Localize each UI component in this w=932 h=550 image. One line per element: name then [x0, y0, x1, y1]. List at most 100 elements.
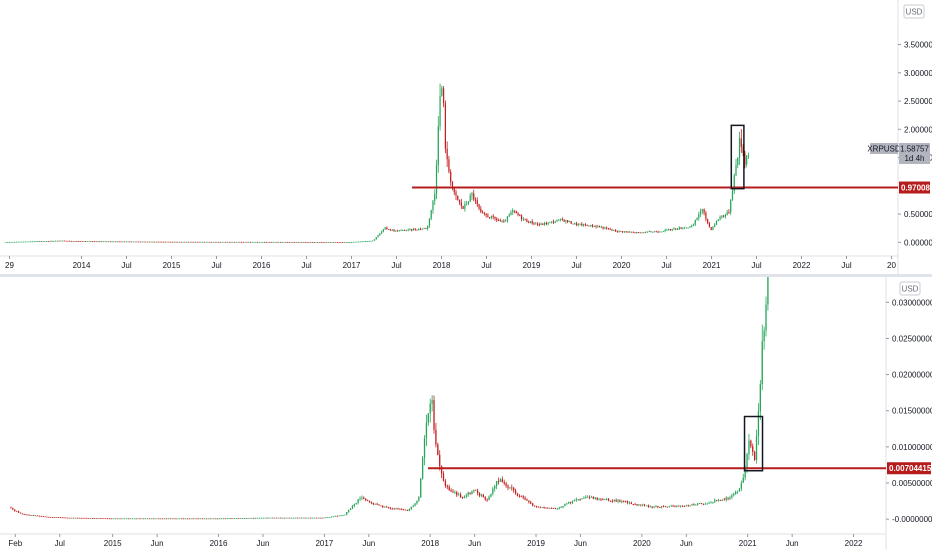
candle-body [679, 505, 682, 507]
candle-body [374, 503, 376, 505]
candle-body [83, 241, 85, 242]
candle-body [507, 485, 509, 488]
candle-body [442, 473, 445, 481]
candle-body [541, 507, 543, 508]
time-tick-label: 2015 [163, 261, 181, 270]
candle-body [319, 517, 321, 519]
candle-body [558, 507, 560, 509]
time-tick-label: Jul [661, 261, 671, 270]
candle-body [454, 492, 456, 494]
time-axis[interactable]: 29 2014 Jul 2015 Jul 2016 Jul 2017 Jul 2018 Jul 201… [5, 256, 896, 270]
candle-body [609, 500, 612, 502]
candle-body [134, 241, 136, 243]
pane-separator[interactable] [0, 274, 932, 277]
ratio-chart[interactable]: 0.03000000 0.02500000 0.02000000 0.01500000… [0, 277, 932, 550]
candle-body [437, 126, 439, 166]
highlight-box[interactable] [730, 124, 745, 190]
candle-body [355, 503, 357, 505]
xrpusd-chart[interactable]: 3.500003.000002.500002.000001.500000.500… [0, 0, 932, 274]
candle-body [567, 220, 569, 223]
candle-body [278, 241, 280, 243]
candle-body [598, 226, 601, 228]
candle-body [461, 497, 464, 499]
candle-body [621, 501, 623, 502]
candle-body [47, 241, 50, 242]
candle-body [300, 517, 302, 519]
candle-body [343, 242, 345, 243]
candle-body [137, 518, 139, 520]
currency-badge[interactable] [903, 4, 925, 19]
candle-body [514, 490, 517, 494]
highlight-box[interactable] [743, 415, 764, 472]
candle-body [664, 506, 667, 508]
candle-body [187, 241, 190, 243]
candle-body [490, 493, 492, 497]
highlight-rectangle[interactable] [730, 124, 745, 190]
xrpusd-chart-canvas[interactable]: 3.500003.000002.500002.000001.500000.500… [0, 0, 932, 274]
candle-body [344, 514, 346, 516]
currency-badge-lower[interactable] [899, 281, 921, 296]
candle-body [670, 505, 672, 507]
candle-body [15, 241, 18, 243]
candle-body [76, 517, 79, 519]
candle-body [466, 203, 468, 205]
candle-body [334, 515, 337, 517]
candle-body [70, 517, 73, 519]
candle-body [69, 240, 71, 242]
candle-body [61, 240, 64, 242]
price-tick-label: 0.02500000 [892, 334, 932, 343]
ratio-chart-canvas[interactable]: 0.03000000 0.02500000 0.02000000 0.01500000… [0, 277, 932, 550]
time-tick-label: 2019 [523, 261, 541, 270]
candle-body [245, 518, 247, 519]
candle-body [212, 241, 214, 243]
support-level-lower[interactable]: 0.00704415 [428, 462, 932, 475]
candle-body [290, 241, 292, 243]
candle-body [194, 241, 197, 243]
time-tick-label: 2022 [845, 539, 863, 548]
currency-label: USD [906, 8, 923, 17]
candle-body [575, 223, 578, 226]
candle-body [427, 413, 429, 423]
candle-body [107, 518, 109, 520]
candle-body [552, 221, 555, 223]
candle-body [746, 155, 748, 165]
candle-body [416, 500, 418, 504]
candle-body [508, 214, 510, 217]
candle-body [708, 502, 710, 504]
candle-body [744, 152, 746, 165]
candle-body [201, 518, 204, 520]
candle-body [108, 241, 110, 243]
candle-body [372, 240, 374, 242]
candle-body [302, 241, 305, 243]
support-level[interactable]: 0.97008 [412, 181, 930, 194]
price-axis-lower[interactable]: 0.03000000 0.02500000 0.02000000 0.01500000… [886, 298, 932, 524]
candle-body [582, 224, 585, 226]
highlight-rectangle-lower[interactable] [743, 415, 764, 472]
candle-body [561, 218, 563, 220]
candle-body [731, 495, 733, 498]
candle-body [480, 494, 483, 496]
candle-body [186, 241, 188, 243]
candle-body [24, 241, 26, 243]
candle-body [634, 232, 636, 233]
candle-body [425, 422, 428, 439]
candle-body [14, 241, 16, 243]
candle-body [357, 499, 359, 504]
candle-body [17, 511, 20, 513]
candle-body [341, 242, 344, 243]
candle-body [363, 241, 365, 243]
candle-body [111, 241, 113, 243]
candle-body [425, 228, 427, 230]
time-tick-label: Jul [751, 261, 761, 270]
candle-body [48, 516, 50, 518]
candle-body [80, 517, 82, 519]
candle-body [109, 241, 112, 243]
time-axis-lower[interactable]: Feb Jul 2015 Jun 2016 Jun 2017 Jun 2018 Jun 2019 Ju… [8, 534, 863, 548]
candle-body [600, 227, 602, 228]
candle-body [182, 518, 185, 520]
candle-body [393, 508, 395, 510]
candle-body [389, 507, 392, 509]
xrpusd-candles [5, 83, 750, 243]
candle-body [317, 241, 319, 243]
candle-body [205, 518, 208, 520]
